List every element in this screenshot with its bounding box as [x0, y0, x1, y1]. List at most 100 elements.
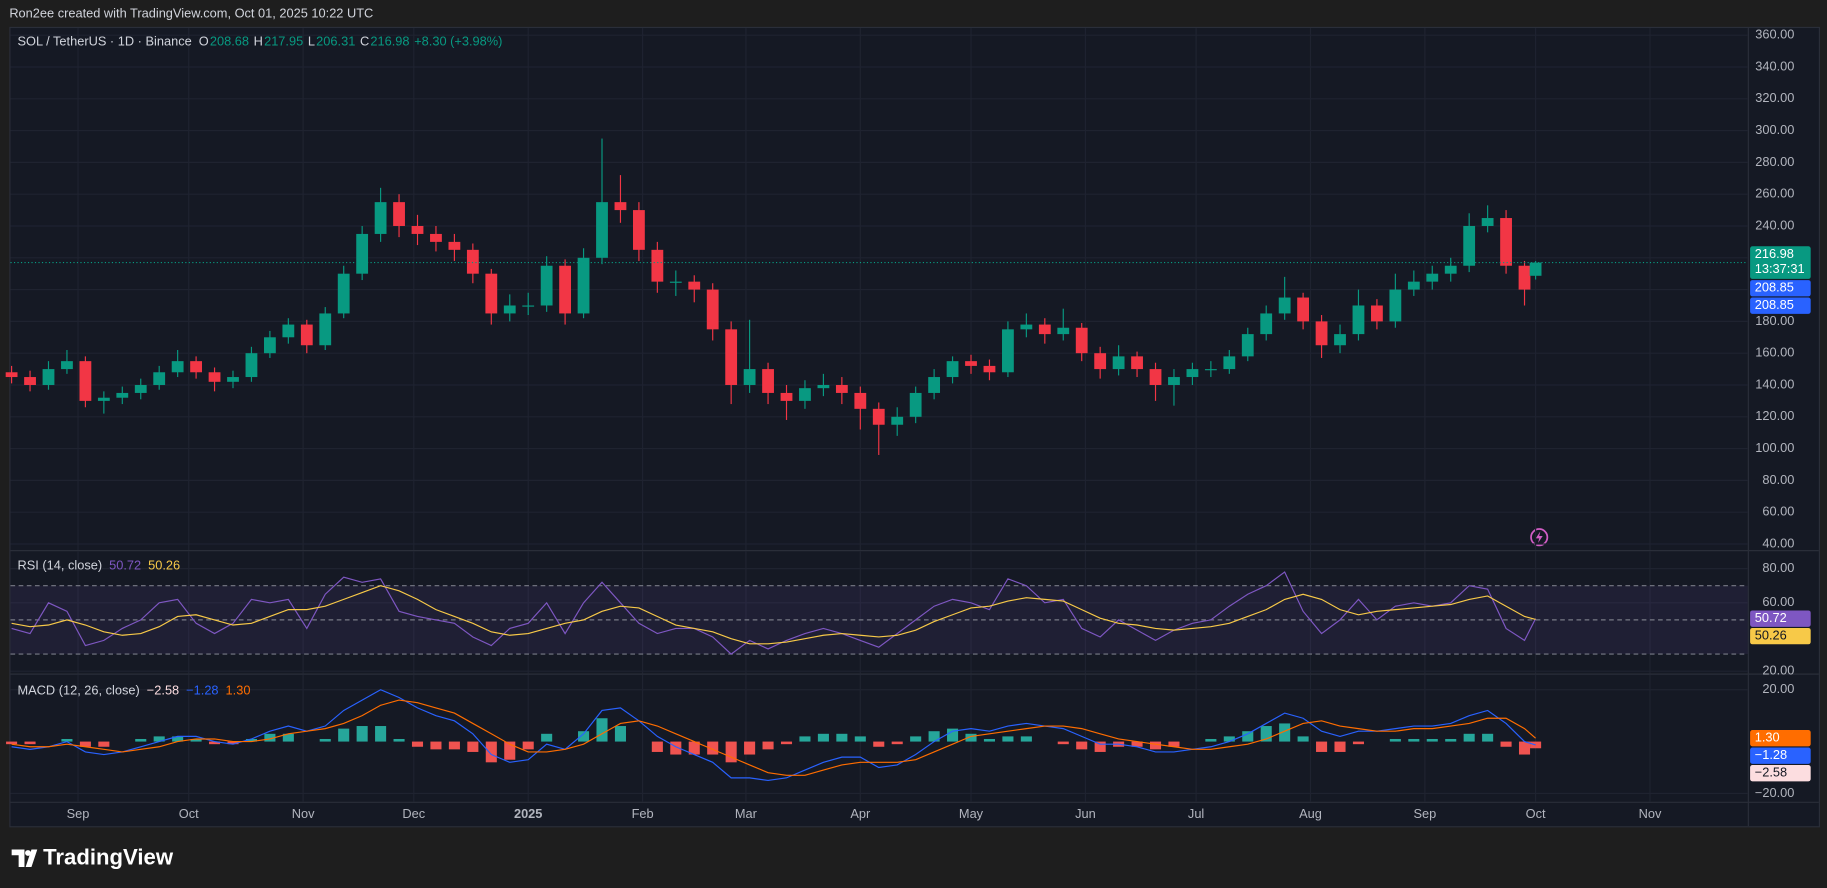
- histogram-bar: [928, 731, 940, 742]
- candle-body: [97, 397, 110, 401]
- candle-body: [743, 369, 756, 385]
- histogram-bar: [1352, 741, 1365, 745]
- candle-body: [116, 392, 129, 398]
- y-tick-label: 260.00: [1755, 186, 1794, 201]
- candle-body: [430, 233, 442, 242]
- candle-body: [1260, 313, 1273, 335]
- candle-body: [983, 365, 996, 373]
- y-tick-label: 40.00: [1762, 535, 1794, 550]
- candle-body: [559, 265, 572, 314]
- histogram-bar: [817, 733, 829, 742]
- histogram-bar: [1205, 738, 1217, 742]
- histogram-bar: [1131, 741, 1143, 747]
- candle-body: [1389, 289, 1402, 322]
- candle-body: [1352, 305, 1365, 335]
- y-tick-label: 120.00: [1755, 408, 1794, 423]
- candle-body: [61, 361, 73, 370]
- histogram-bar: [578, 731, 590, 742]
- histogram-bar: [983, 738, 995, 742]
- histogram-bar: [1463, 733, 1475, 742]
- candle-body: [909, 392, 922, 417]
- candle-body: [1168, 377, 1180, 385]
- candle-body: [190, 361, 203, 373]
- value-badge-label: 216.98: [1755, 246, 1794, 261]
- histogram-bar: [135, 738, 147, 742]
- histogram-bar: [375, 726, 387, 742]
- candle-body: [245, 353, 258, 378]
- candle-body: [1094, 353, 1107, 370]
- x-tick-label: Jun: [1075, 806, 1096, 821]
- histogram-bar: [1426, 738, 1438, 742]
- candle-body: [891, 416, 904, 425]
- candle-body: [1371, 305, 1383, 322]
- y-tick-label: 340.00: [1755, 58, 1794, 73]
- y-tick-label: 20.00: [1762, 681, 1794, 696]
- candle-body: [5, 372, 18, 378]
- candle-body: [1529, 262, 1542, 276]
- indicator-title: RSI (14, close): [17, 558, 102, 573]
- y-tick-label: 60.00: [1762, 504, 1794, 519]
- histogram-bar: [1020, 736, 1032, 742]
- histogram-bar: [799, 736, 811, 742]
- histogram-bar: [688, 741, 700, 755]
- candle-body: [835, 384, 848, 393]
- histogram-bar: [209, 741, 221, 745]
- histogram-bar: [854, 736, 866, 742]
- value-badge: [1750, 297, 1811, 314]
- candle-body: [1463, 225, 1476, 266]
- y-tick-label: 20.00: [1762, 663, 1794, 678]
- candle-body: [1112, 356, 1125, 370]
- histogram-bar: [504, 741, 516, 760]
- candle-body: [42, 369, 55, 385]
- histogram-bar: [1076, 741, 1088, 750]
- histogram-bar: [965, 733, 977, 742]
- rsi-line: [11, 571, 1537, 655]
- candle-body: [1481, 218, 1494, 226]
- price-change: +8.30 (+3.98%): [414, 33, 502, 48]
- candle-body: [282, 324, 295, 338]
- candle-body: [1297, 297, 1310, 322]
- value-badge: [1750, 246, 1811, 279]
- histogram-bar: [1500, 741, 1512, 747]
- histogram-bar: [448, 741, 460, 750]
- value-badge-label: 208.85: [1755, 280, 1794, 295]
- value-badge: [1750, 627, 1811, 645]
- histogram-bar: [1094, 741, 1106, 752]
- candle-body: [1278, 297, 1291, 314]
- x-tick-label: Sep: [67, 806, 90, 821]
- histogram-bar: [725, 741, 737, 763]
- candle-body: [393, 202, 405, 226]
- candle-body: [1204, 369, 1217, 371]
- y-tick-label: 60.00: [1762, 594, 1794, 609]
- x-tick-label: 2025: [514, 806, 542, 821]
- histogram-bar: [1002, 736, 1014, 742]
- candle-body: [522, 305, 535, 307]
- y-tick-label: 160.00: [1755, 345, 1794, 360]
- histogram-bar: [1334, 741, 1346, 752]
- candle-body: [1426, 273, 1439, 282]
- histogram-bar: [1242, 731, 1254, 742]
- candle-body: [854, 392, 867, 409]
- indicator-title: MACD (12, 26, close): [17, 682, 139, 697]
- histogram-bar: [1408, 738, 1420, 742]
- histogram-bar: [522, 741, 534, 750]
- histogram-bar: [707, 741, 719, 755]
- indicator-value: 1.30: [226, 682, 251, 697]
- histogram-bar: [227, 741, 239, 745]
- value-badge-label: 50.72: [1755, 610, 1787, 625]
- candle-body: [1407, 281, 1420, 290]
- histogram-bar: [153, 736, 165, 742]
- value-badge: [1750, 610, 1811, 627]
- histogram-bar: [98, 741, 110, 747]
- x-tick-label: Dec: [402, 806, 425, 821]
- candle-body: [1315, 321, 1328, 346]
- attribution: Ron2ee created with TradingView.com, Oct…: [9, 5, 373, 20]
- candle-body: [1241, 334, 1254, 357]
- macd-line: [11, 689, 1536, 782]
- candle-body: [1057, 327, 1070, 335]
- candle-body: [669, 281, 682, 283]
- histogram-bar: [1057, 741, 1069, 745]
- histogram-bar: [467, 741, 479, 752]
- histogram-bar: [541, 733, 553, 742]
